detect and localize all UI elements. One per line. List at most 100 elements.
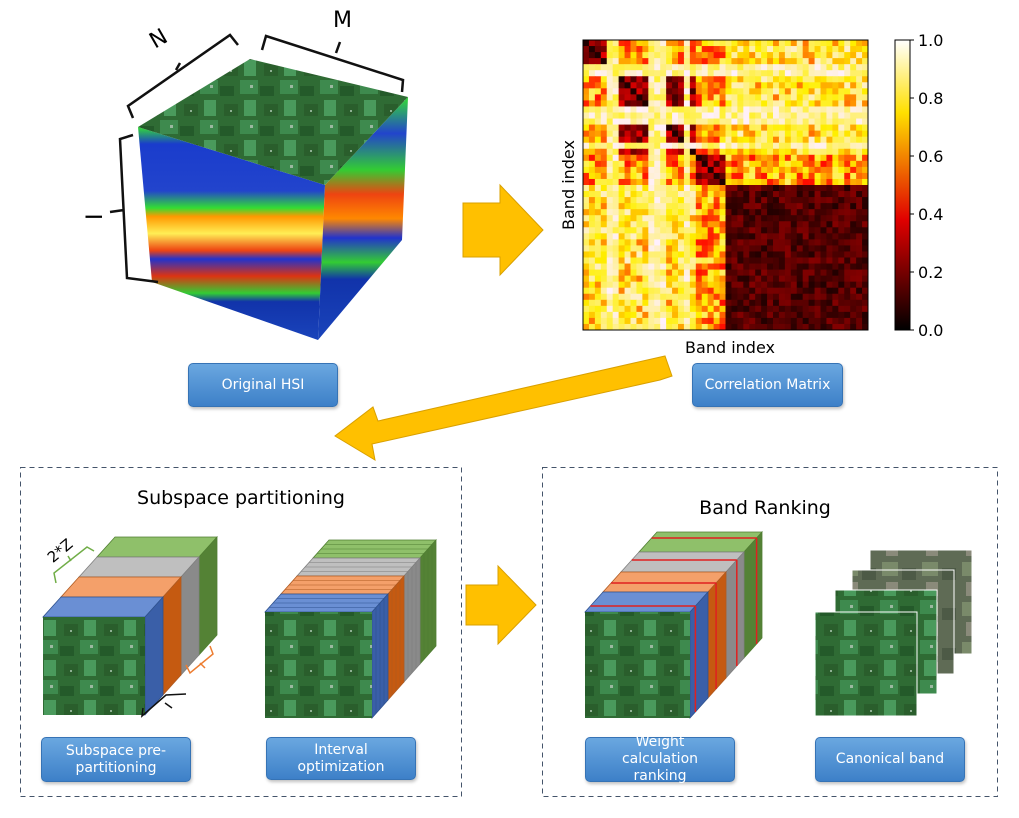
matrix-cell bbox=[624, 94, 631, 101]
matrix-cell bbox=[749, 299, 756, 307]
matrix-cell bbox=[588, 227, 596, 234]
matrix-cell bbox=[672, 191, 679, 198]
matrix-cell bbox=[725, 287, 732, 295]
matrix-cell bbox=[814, 88, 821, 95]
matrix-cell bbox=[767, 257, 774, 265]
matrix-cell bbox=[678, 227, 685, 234]
matrix-cell bbox=[808, 251, 816, 258]
matrix-cell bbox=[642, 245, 649, 252]
matrix-cell bbox=[713, 94, 721, 101]
matrix-cell bbox=[749, 191, 756, 198]
matrix-cell bbox=[755, 40, 762, 47]
matrix-cell bbox=[778, 148, 786, 156]
matrix-cell bbox=[588, 106, 596, 113]
matrix-cell bbox=[826, 160, 833, 168]
matrix-cell bbox=[856, 136, 863, 144]
matrix-cell bbox=[719, 311, 726, 319]
matrix-cell bbox=[654, 257, 661, 265]
matrix-cell bbox=[618, 287, 626, 295]
matrix-cell bbox=[689, 215, 697, 222]
matrix-cell bbox=[820, 191, 827, 198]
colorbar-tick-label: 0.8 bbox=[918, 89, 943, 108]
matrix-cell bbox=[743, 136, 750, 144]
matrix-cell bbox=[672, 82, 679, 89]
matrix-cell bbox=[612, 287, 620, 295]
matrix-cell bbox=[672, 299, 679, 307]
matrix-cell bbox=[790, 215, 798, 222]
matrix-cell bbox=[790, 263, 798, 271]
matrix-cell bbox=[695, 88, 703, 95]
matrix-cell bbox=[648, 148, 655, 156]
matrix-cell bbox=[618, 76, 626, 83]
matrix-cell bbox=[642, 227, 649, 234]
matrix-cell bbox=[695, 203, 703, 210]
matrix-cell bbox=[784, 233, 792, 240]
matrix-cell bbox=[856, 281, 863, 289]
matrix-cell bbox=[802, 70, 810, 77]
matrix-cell bbox=[689, 257, 697, 265]
matrix-cell bbox=[612, 124, 620, 132]
matrix-cell bbox=[767, 227, 774, 234]
matrix-cell bbox=[618, 317, 626, 325]
matrix-cell bbox=[630, 148, 637, 156]
matrix-cell bbox=[642, 293, 649, 301]
matrix-cell bbox=[844, 136, 851, 144]
matrix-cell bbox=[600, 70, 608, 77]
matrix-cell bbox=[796, 148, 804, 156]
matrix-cell bbox=[683, 130, 691, 138]
matrix-cell bbox=[630, 293, 637, 301]
matrix-cell bbox=[802, 46, 810, 53]
matrix-cell bbox=[642, 251, 649, 258]
matrix-cell bbox=[862, 118, 869, 126]
matrix-cell bbox=[689, 293, 697, 301]
matrix-cell bbox=[654, 118, 661, 126]
matrix-cell bbox=[773, 130, 780, 138]
matrix-cell bbox=[660, 64, 667, 71]
matrix-cell bbox=[737, 215, 744, 222]
matrix-cell bbox=[808, 100, 816, 107]
matrix-cell bbox=[862, 154, 869, 162]
matrix-cell bbox=[583, 191, 590, 198]
matrix-cell bbox=[636, 251, 643, 258]
matrix-cell bbox=[749, 94, 756, 101]
colorbar-tick-label: 0.6 bbox=[918, 147, 943, 166]
matrix-cell bbox=[624, 148, 631, 156]
matrix-cell bbox=[737, 94, 744, 101]
matrix-cell bbox=[654, 197, 661, 204]
matrix-cell bbox=[707, 106, 715, 113]
matrix-cell bbox=[814, 311, 821, 319]
matrix-cell bbox=[784, 142, 792, 150]
matrix-cell bbox=[802, 227, 810, 234]
slab-top bbox=[78, 556, 200, 578]
matrix-cell bbox=[856, 160, 863, 168]
matrix-cell bbox=[767, 323, 774, 331]
matrix-cell bbox=[713, 317, 721, 325]
matrix-cell bbox=[642, 215, 649, 222]
matrix-cell bbox=[648, 287, 655, 295]
matrix-cell bbox=[802, 269, 810, 277]
matrix-cell bbox=[648, 112, 655, 120]
matrix-cell bbox=[731, 46, 738, 53]
matrix-cell bbox=[796, 191, 804, 198]
matrix-cell bbox=[642, 191, 649, 198]
matrix-cell bbox=[707, 52, 715, 59]
matrix-cell bbox=[594, 64, 602, 71]
matrix-cell bbox=[814, 58, 821, 65]
matrix-cell bbox=[630, 317, 637, 325]
matrix-cell bbox=[862, 215, 869, 222]
matrix-cell bbox=[731, 178, 738, 186]
matrix-cell bbox=[820, 251, 827, 258]
matrix-cell bbox=[594, 58, 602, 65]
matrix-cell bbox=[820, 275, 827, 283]
matrix-cell bbox=[820, 64, 827, 71]
matrix-cell bbox=[689, 46, 697, 53]
matrix-cell bbox=[814, 106, 821, 113]
matrix-cell bbox=[594, 251, 602, 258]
matrix-cell bbox=[796, 118, 804, 126]
matrix-cell bbox=[713, 233, 721, 240]
matrix-cell bbox=[689, 227, 697, 234]
matrix-cell bbox=[826, 269, 833, 277]
matrix-cell bbox=[796, 203, 804, 210]
matrix-cell bbox=[784, 64, 792, 71]
matrix-cell bbox=[594, 124, 602, 132]
